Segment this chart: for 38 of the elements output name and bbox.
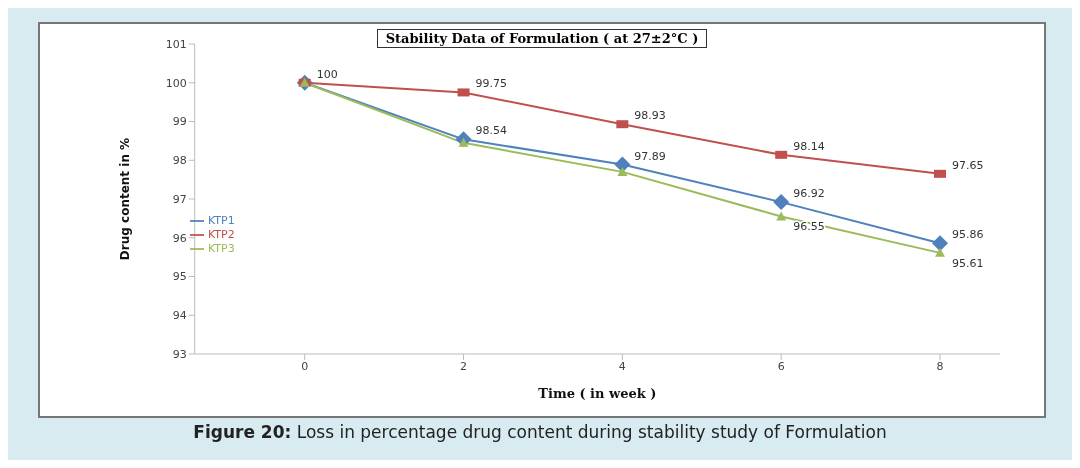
text: KTP2 — [208, 228, 235, 241]
point — [617, 166, 628, 176]
y-tick-label: 94 — [172, 309, 187, 323]
x-tick-label: 6 — [777, 359, 785, 373]
x-tick-label: 0 — [301, 359, 309, 373]
x-tick-label: 4 — [618, 359, 626, 373]
chart-title: Stability Data of Formulation ( at 27±2°C ) — [376, 29, 708, 48]
y-tick-label: 95 — [172, 270, 187, 284]
y-tick-label: 98 — [172, 154, 187, 168]
data-label: 95.86 — [952, 228, 984, 242]
data-label: 99.75 — [475, 77, 508, 91]
y-axis-title: Drug content in % — [117, 137, 132, 261]
data-label: 98.54 — [475, 124, 508, 138]
point — [935, 247, 945, 257]
y-tick-label: 96 — [172, 231, 187, 245]
text: KTP3 — [208, 242, 235, 255]
point — [776, 211, 787, 221]
x-axis-title: Time ( in week ) — [538, 386, 657, 401]
data-label: 96.55 — [793, 220, 825, 234]
data-label: 98.93 — [634, 109, 666, 123]
data-label: 100 — [316, 67, 338, 81]
x-tick-label: 2 — [460, 359, 468, 373]
x-tick-label: 8 — [936, 359, 944, 373]
data-label: 95.61 — [952, 256, 984, 270]
data-label: 97.65 — [952, 158, 984, 172]
data-label: 96.92 — [793, 187, 825, 201]
point — [934, 169, 946, 178]
point — [932, 235, 948, 252]
y-tick-label: 99 — [172, 115, 187, 129]
data-label: 98.14 — [793, 139, 825, 153]
point — [773, 194, 790, 211]
y-tick-label: 101 — [165, 37, 187, 51]
y-tick-label: 97 — [172, 192, 187, 206]
y-tick-label: 93 — [172, 347, 187, 361]
caption: Figure 20: Loss in percentage drug content during stability study of Formulation — [192, 422, 888, 442]
data-label: 97.89 — [634, 149, 666, 163]
text: KTP1 — [208, 214, 235, 227]
y-tick-label: 100 — [165, 76, 187, 90]
